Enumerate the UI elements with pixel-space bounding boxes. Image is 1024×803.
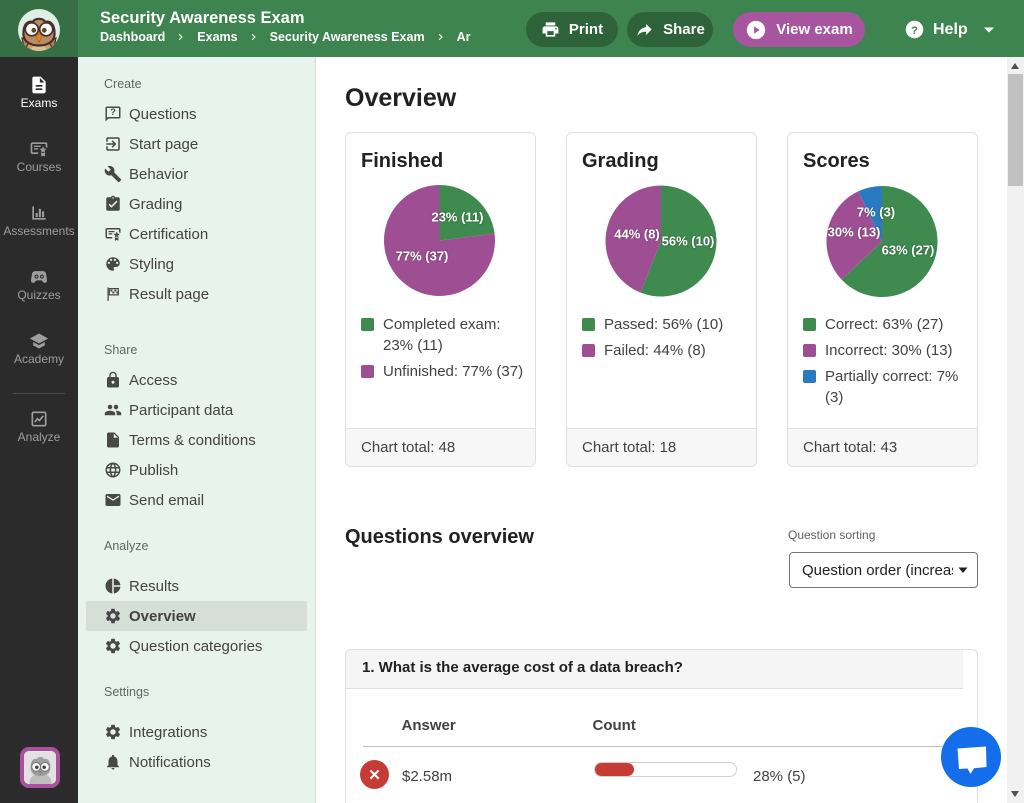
- svg-text:?: ?: [110, 107, 116, 117]
- svg-text:?: ?: [911, 25, 918, 37]
